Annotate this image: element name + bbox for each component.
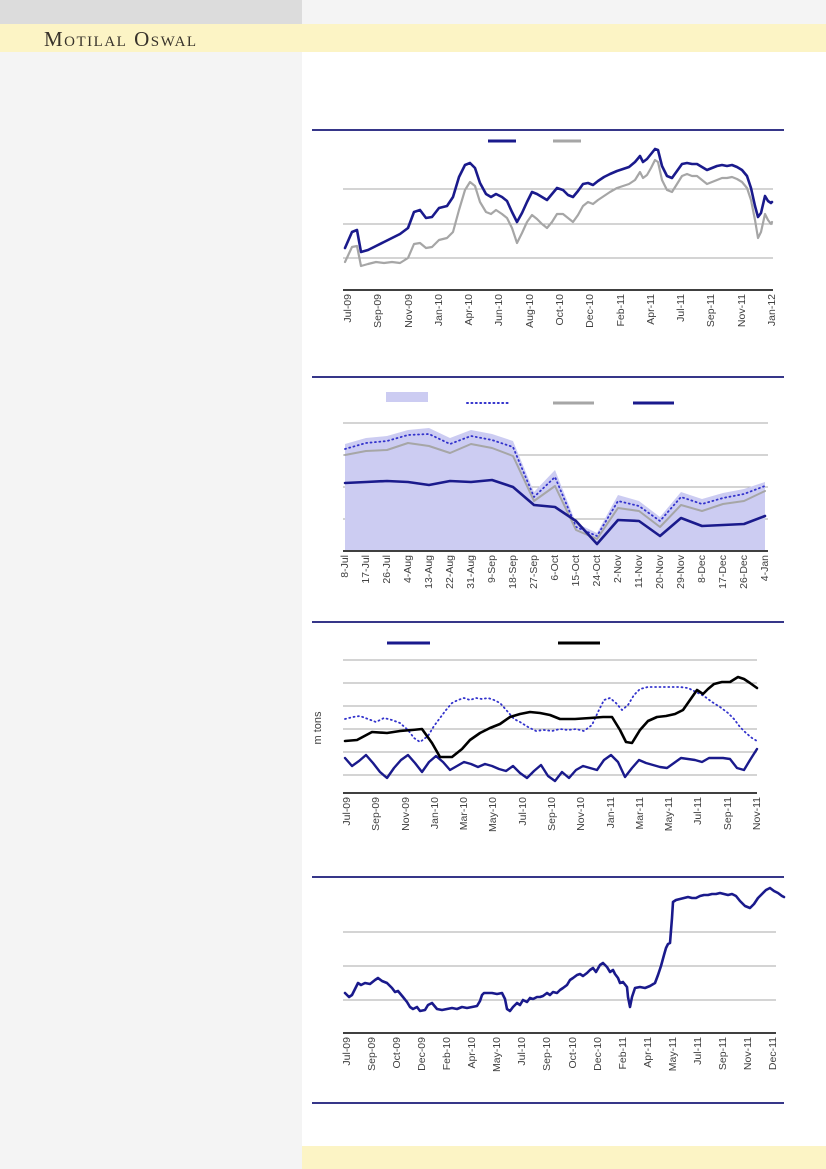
chart-4-x-tick-label: Feb-11 bbox=[616, 1037, 629, 1070]
chart-2-x-tick-label: 13-Aug bbox=[423, 555, 435, 589]
chart-2-x-tick-label: 15-Oct bbox=[570, 555, 582, 587]
chart-2-x-tick-label: 4-Jan bbox=[759, 555, 771, 582]
chart-2-x-tick-label: 9-Sep bbox=[486, 555, 498, 584]
chart-3-x-tick-label: Nov-11 bbox=[751, 797, 763, 831]
chart-3-x-tick-label: May-11 bbox=[663, 797, 676, 832]
top-left-gray-block bbox=[0, 0, 302, 24]
chart-2-x-tick-label: 17-Jul bbox=[360, 555, 372, 584]
chart-1-x-tick-label: Dec-10 bbox=[584, 294, 597, 328]
chart-2-x-tick-label: 26-Dec bbox=[738, 555, 750, 589]
chart-1-x-tick-label: Feb-11 bbox=[614, 294, 627, 327]
chart-4-x-tick-label: Sep-10 bbox=[541, 1037, 554, 1071]
left-sidebar bbox=[0, 52, 302, 1169]
brand-logo-text: Motilal Oswal bbox=[44, 27, 198, 51]
chart-3-x-tick-label: Jul-10 bbox=[516, 797, 529, 826]
chart-2-x-tick-label: 2-Nov bbox=[612, 555, 624, 584]
chart-4-x-tick-label: May-10 bbox=[491, 1037, 504, 1073]
chart-2-x-tick-label: 6-Oct bbox=[549, 555, 561, 581]
chart-1-x-tick-label: Apr-10 bbox=[463, 294, 476, 326]
chart-2-x-tick-label: 4-Aug bbox=[402, 555, 414, 584]
chart-1-x-tick-label: Jul-09 bbox=[342, 294, 354, 323]
chart-3-x-tick-label: Jul-09 bbox=[341, 797, 353, 826]
chart-3-x-tick-label: Sep-11 bbox=[721, 797, 734, 831]
chart-3-x-tick-label: Nov-09 bbox=[399, 797, 412, 831]
chart-2-x-tick-label: 17-Dec bbox=[717, 555, 729, 589]
chart-3-x-tick-label: Jan-11 bbox=[604, 797, 617, 829]
chart-1-x-tick-label: Jan-10 bbox=[432, 294, 445, 327]
chart-1-x-tick-label: Jul-11 bbox=[675, 294, 688, 322]
chart-1-x-tick-label: Jun-10 bbox=[493, 294, 506, 327]
chart-4-x-tick-label: Nov-11 bbox=[741, 1037, 754, 1071]
chart-4-x-tick-label: Dec-09 bbox=[416, 1037, 429, 1071]
chart-2-x-tick-label: 8-Jul bbox=[339, 555, 351, 578]
chart-1-x-tick-label: Apr-11 bbox=[644, 294, 657, 325]
chart-4-x-tick-label: Oct-10 bbox=[566, 1037, 579, 1069]
chart-4-x-tick-label: Sep-11 bbox=[716, 1037, 729, 1071]
chart-3-x-tick-label: Jan-10 bbox=[428, 797, 441, 830]
chart-3-x-tick-label: Sep-09 bbox=[370, 797, 383, 831]
chart-2-x-tick-label: 24-Oct bbox=[591, 555, 603, 587]
chart-2-x-tick-label: 18-Sep bbox=[507, 555, 519, 589]
chart-2-x-tick-label: 22-Aug bbox=[444, 555, 456, 589]
brand-band: Motilal Oswal bbox=[0, 24, 826, 52]
chart-4-x-tick-label: Jul-11 bbox=[691, 1037, 704, 1065]
footer-yellow-band bbox=[302, 1146, 826, 1169]
chart-2-x-tick-label: 29-Nov bbox=[675, 555, 687, 589]
chart-4-x-tick-label: Apr-10 bbox=[466, 1037, 479, 1069]
chart-4-x-tick-label: Dec-10 bbox=[591, 1037, 604, 1071]
chart-2-x-tick-label: 11-Nov bbox=[633, 555, 645, 589]
chart-4-x-tick-label: Sep-09 bbox=[366, 1037, 379, 1071]
chart-4-x-tick-label: Jul-09 bbox=[341, 1037, 353, 1066]
chart-4-x-tick-label: May-11 bbox=[666, 1037, 679, 1072]
chart-2-x-tick-label: 20-Nov bbox=[654, 555, 666, 589]
chart-1-x-tick-label: Sep-11 bbox=[705, 294, 718, 328]
chart-3-x-tick-label: Sep-10 bbox=[546, 797, 558, 831]
chart-2-x-tick-label: 26-Jul bbox=[381, 555, 393, 584]
chart-4-x-tick-label: Apr-11 bbox=[641, 1037, 654, 1068]
chart-4-x-tick-label: Jul-10 bbox=[516, 1037, 529, 1066]
chart-1-x-tick-label: Oct-10 bbox=[554, 294, 566, 326]
chart-4-x-tick-label: Oct-09 bbox=[391, 1037, 404, 1069]
chart-1-x-tick-label: Aug-10 bbox=[523, 294, 536, 328]
chart-3-x-tick-label: May-10 bbox=[487, 797, 500, 833]
chart-2-x-tick-label: 27-Sep bbox=[528, 555, 540, 589]
chart-2-x-tick-label: 31-Aug bbox=[465, 555, 477, 589]
chart-1-x-tick-label: Nov-09 bbox=[402, 294, 415, 328]
chart-2-x-tick-label: 8-Dec bbox=[696, 555, 708, 584]
chart-3-y-axis-label: m tons bbox=[312, 711, 324, 745]
chart-1-x-tick-label: Sep-09 bbox=[372, 294, 385, 328]
chart-4-x-tick-label: Feb-10 bbox=[441, 1037, 454, 1071]
chart-3-x-tick-label: Nov-10 bbox=[575, 797, 588, 831]
chart-1-x-tick-label: Nov-11 bbox=[735, 294, 748, 328]
chart-3-x-tick-label: Mar-11 bbox=[633, 797, 646, 830]
chart-1-x-tick-label: Jan-12 bbox=[766, 294, 778, 327]
chart-4-x-tick-label: Dec-11 bbox=[767, 1037, 779, 1071]
chart-3-x-tick-label: Mar-10 bbox=[458, 797, 471, 831]
chart-3-x-tick-label: Jul-11 bbox=[692, 797, 705, 825]
